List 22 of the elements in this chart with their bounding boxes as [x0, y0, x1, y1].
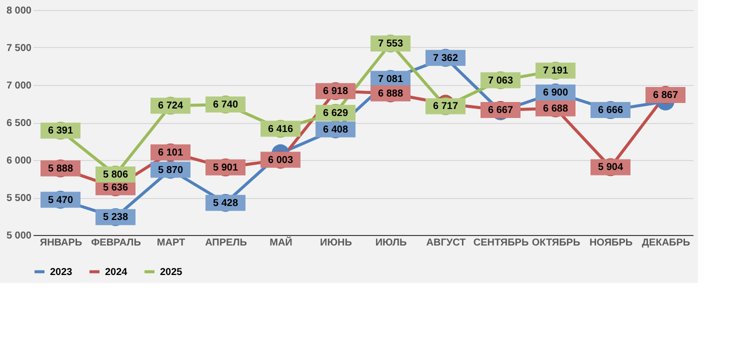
x-tick-label: АВГУСТ [426, 238, 466, 248]
y-tick-label: 8 000 [6, 6, 32, 16]
x-tick-label: ФЕВРАЛЬ [91, 238, 141, 248]
y-tick-label: 5 000 [6, 230, 32, 242]
x-tick-label: МАЙ [270, 236, 292, 248]
x-tick-label: НОЯБРЬ [589, 238, 633, 248]
x-tick-label: АПРЕЛЬ [205, 238, 247, 248]
legend-label: 2025 [160, 266, 183, 278]
x-tick-label: ИЮНЬ [320, 238, 352, 248]
y-tick-label: 7 500 [6, 43, 32, 54]
x-tick-label: СЕНТЯБРЬ [473, 238, 529, 248]
legend-label: 2024 [105, 266, 128, 278]
y-tick-label: 6 500 [6, 118, 32, 129]
x-tick-label: ДЕКАБРЬ [642, 238, 690, 248]
x-tick-label: МАРТ [156, 238, 186, 248]
y-tick-label: 7 000 [6, 80, 32, 92]
x-tick-label: ИЮЛЬ [375, 238, 407, 248]
legend-label: 2023 [50, 266, 73, 278]
x-tick-label: ОКТЯБРЬ [532, 238, 580, 248]
x-tick-label: ЯНВАРЬ [40, 238, 82, 248]
y-tick-label: 5 500 [6, 193, 32, 204]
y-tick-label: 6 000 [6, 156, 32, 166]
